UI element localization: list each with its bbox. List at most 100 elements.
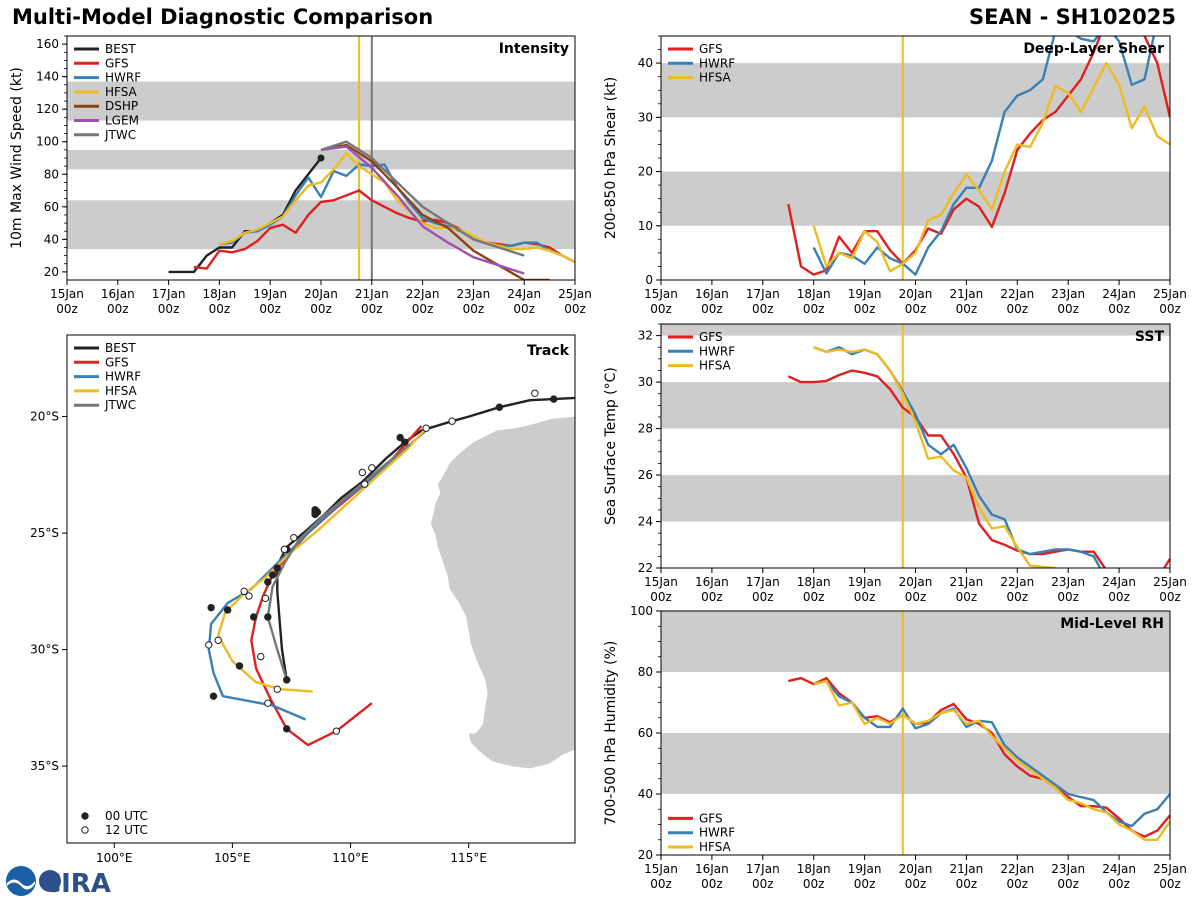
x-tick-label-hour: 00z bbox=[310, 302, 332, 316]
track-marker-00utc bbox=[264, 613, 272, 621]
x-tick-label-hour: 00z bbox=[361, 302, 383, 316]
x-tick-label-date: 15Jan bbox=[644, 862, 678, 876]
x-tick-label-date: 16Jan bbox=[101, 287, 135, 301]
track-marker-12utc bbox=[280, 545, 289, 554]
track-marker-12utc bbox=[240, 587, 248, 596]
x-tick-label-hour: 00z bbox=[56, 302, 78, 316]
x-tick-label-date: 19Jan bbox=[848, 862, 882, 876]
legend-label: HWRF bbox=[699, 826, 735, 840]
x-tick-label-hour: 00z bbox=[854, 877, 876, 891]
track-marker-12utc bbox=[332, 727, 341, 735]
track-marker-12utc bbox=[245, 592, 253, 600]
series-line-hfsa bbox=[813, 679, 1170, 841]
x-tick-label-date: 22Jan bbox=[1000, 575, 1034, 589]
y-axis-label: Sea Surface Temp (°C) bbox=[603, 367, 619, 525]
noaa-wave-icon bbox=[7, 879, 35, 890]
y-tick-label: 140 bbox=[36, 70, 59, 84]
plot-area bbox=[661, 611, 1170, 855]
series-line-jtwc bbox=[320, 140, 525, 257]
x-tick-label-date: 15Jan bbox=[644, 287, 678, 301]
x-tick-label-hour: 00z bbox=[1057, 590, 1079, 604]
x-tick-label-date: 17Jan bbox=[746, 862, 780, 876]
x-tick-label-date: 16Jan bbox=[695, 575, 729, 589]
y-tick-label: 10 bbox=[638, 219, 653, 233]
y-tick-label: 60 bbox=[44, 200, 59, 214]
legend-label: JTWC bbox=[104, 398, 136, 412]
y-tick-label: 24 bbox=[638, 515, 653, 529]
track-marker-00utc bbox=[313, 508, 322, 516]
legend-label: HWRF bbox=[105, 370, 141, 384]
x-tick-label-hour: 00z bbox=[905, 302, 927, 316]
legend-label: HWRF bbox=[699, 56, 735, 70]
panel-title: Intensity bbox=[499, 41, 569, 57]
track-marker-12utc bbox=[422, 424, 430, 432]
x-tick-label-date: 19Jan bbox=[253, 287, 287, 301]
x-tick-label-hour: 00z bbox=[803, 877, 825, 891]
marker-legend-symbol bbox=[81, 812, 89, 820]
x-tick-label-date: 20Jan bbox=[304, 287, 338, 301]
track-marker-00utc bbox=[273, 564, 281, 572]
track-marker-00utc bbox=[401, 438, 409, 446]
x-tick-label-date: 23Jan bbox=[1051, 575, 1085, 589]
y-tick-label: 30°S bbox=[30, 643, 59, 657]
series-line-lgem bbox=[320, 145, 525, 275]
x-tick-label-hour: 00z bbox=[259, 302, 281, 316]
y-tick-label: 25°S bbox=[30, 526, 59, 540]
y-tick-label: 40 bbox=[44, 232, 59, 246]
x-tick-label-date: 17Jan bbox=[152, 287, 186, 301]
series-line-hfsa bbox=[812, 61, 1170, 273]
panel-rh: 2040608010015Jan00z16Jan00z17Jan00z18Jan… bbox=[603, 604, 1187, 891]
x-tick-label-date: 19Jan bbox=[848, 287, 882, 301]
y-tick-label: 20 bbox=[638, 165, 653, 179]
x-tick-label-hour: 00z bbox=[956, 877, 978, 891]
x-tick-label-date: 24Jan bbox=[507, 287, 541, 301]
track-marker-12utc bbox=[290, 534, 298, 542]
track-marker-12utc bbox=[214, 636, 222, 644]
track-marker-12utc bbox=[368, 464, 376, 472]
x-tick-label-date: 24Jan bbox=[1102, 575, 1136, 589]
x-tick-label-hour: 00z bbox=[752, 877, 774, 891]
track-line-hwrf bbox=[207, 427, 430, 721]
x-tick-label-date: 18Jan bbox=[797, 575, 831, 589]
x-tick-label-hour: 00z bbox=[1159, 302, 1181, 316]
y-tick-label: 20°S bbox=[30, 410, 59, 424]
track-marker-12utc bbox=[264, 699, 272, 707]
track-marker-00utc bbox=[495, 403, 504, 411]
y-tick-label: 120 bbox=[36, 102, 59, 116]
track-marker-00utc bbox=[283, 676, 291, 684]
x-tick-label-date: 16Jan bbox=[695, 287, 729, 301]
x-tick-label-hour: 00z bbox=[1108, 877, 1130, 891]
shaded-band bbox=[661, 475, 1170, 522]
legend-label: HFSA bbox=[699, 840, 732, 854]
track-marker-12utc bbox=[531, 389, 539, 397]
track-marker-12utc bbox=[448, 417, 456, 425]
x-tick-label-hour: 00z bbox=[463, 302, 485, 316]
x-tick-label-hour: 00z bbox=[905, 590, 927, 604]
y-tick-label: 30 bbox=[638, 375, 653, 389]
x-tick-label-date: 24Jan bbox=[1102, 862, 1136, 876]
series-line-dshp bbox=[320, 143, 550, 280]
legend-label: GFS bbox=[105, 355, 129, 369]
y-tick-label: 100 bbox=[36, 135, 59, 149]
x-tick-label-hour: 00z bbox=[701, 877, 723, 891]
x-tick-label-hour: 00z bbox=[956, 590, 978, 604]
track-marker-00utc bbox=[264, 578, 272, 586]
legend-label: HFSA bbox=[105, 384, 138, 398]
x-tick-label-hour: 00z bbox=[1007, 590, 1029, 604]
y-tick-label: 80 bbox=[44, 167, 59, 181]
y-tick-label: 22 bbox=[638, 561, 653, 575]
legend-label: HFSA bbox=[699, 71, 732, 85]
track-marker-00utc bbox=[550, 395, 558, 403]
storm-id: SEAN - SH102025 bbox=[968, 5, 1176, 29]
page-title: Multi-Model Diagnostic Comparison bbox=[12, 5, 434, 29]
x-tick-label-hour: 00z bbox=[1007, 302, 1029, 316]
globe-icon bbox=[39, 870, 61, 892]
x-tick-label-hour: 00z bbox=[701, 590, 723, 604]
legend-label: HWRF bbox=[105, 71, 141, 85]
plot-area bbox=[205, 389, 575, 769]
plot-area bbox=[661, 324, 1170, 568]
x-tick-label-hour: 00z bbox=[803, 302, 825, 316]
x-tick-label-hour: 00z bbox=[956, 302, 978, 316]
x-tick-label-date: 20Jan bbox=[899, 287, 933, 301]
